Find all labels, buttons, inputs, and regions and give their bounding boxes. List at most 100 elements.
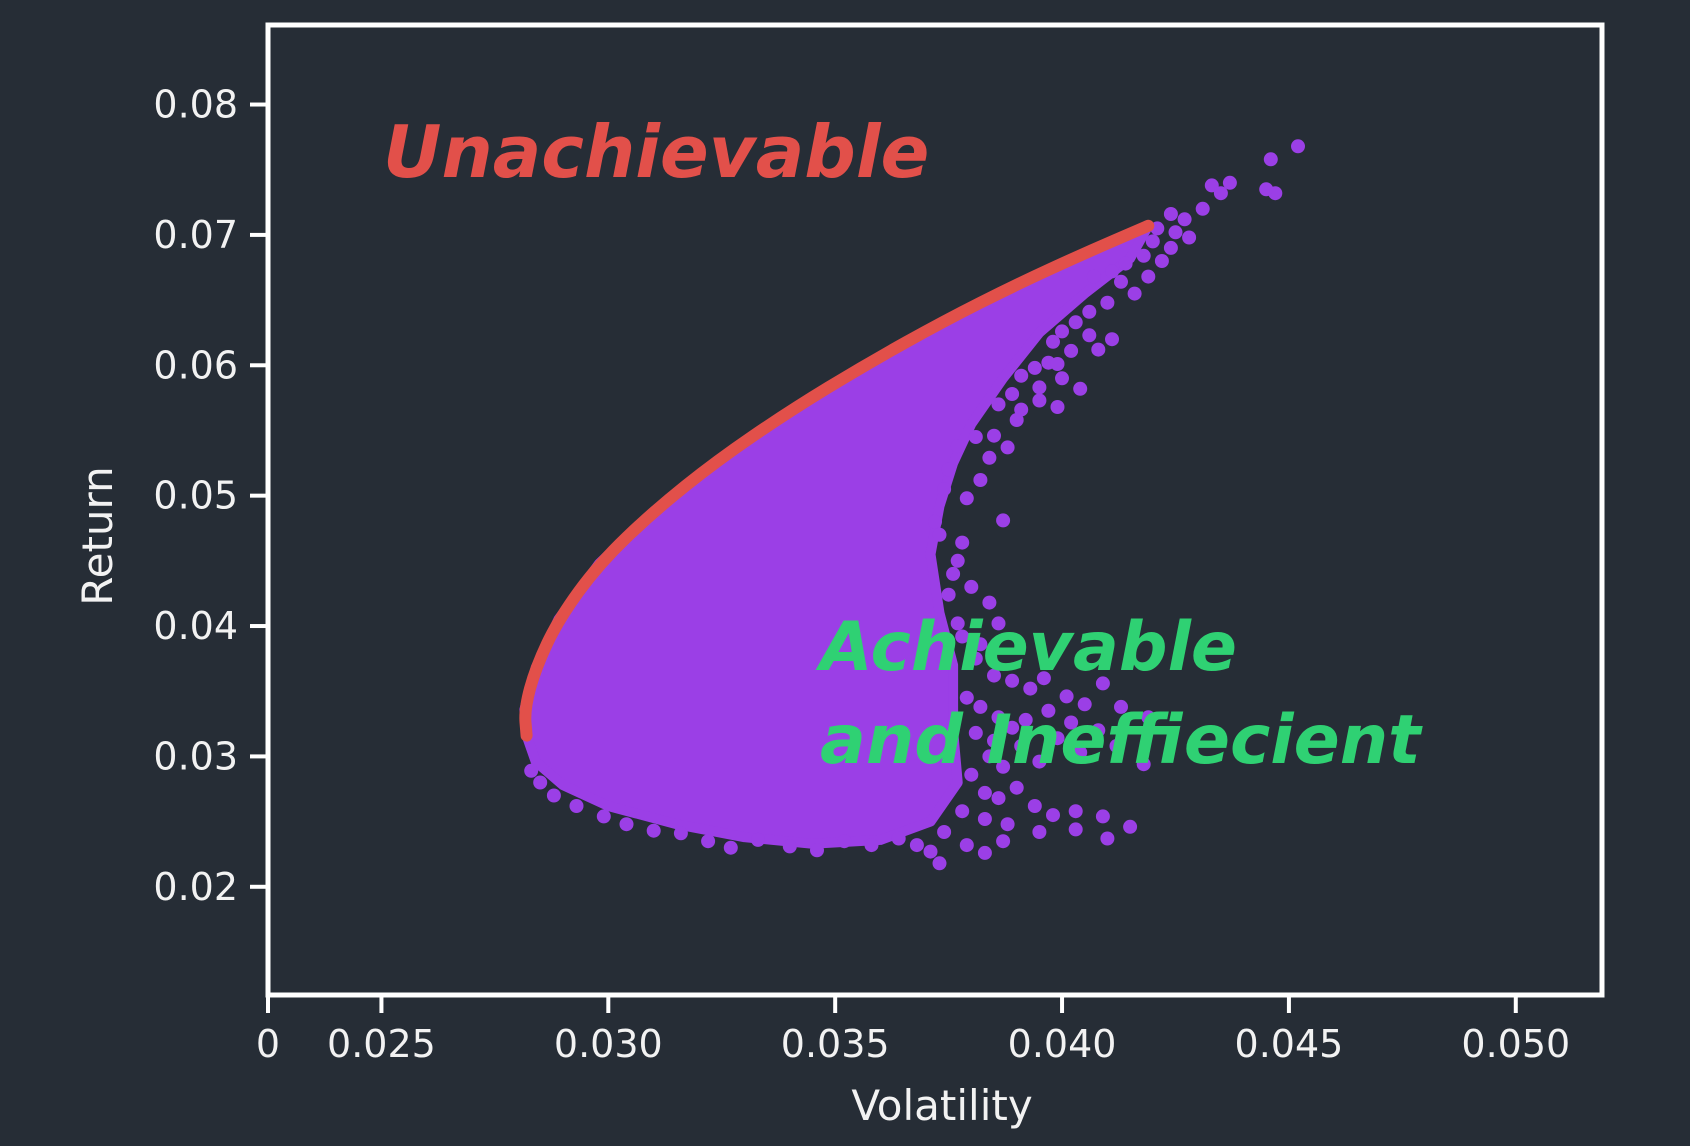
scatter-point bbox=[1055, 324, 1069, 339]
scatter-point bbox=[1050, 400, 1065, 414]
scatter-point bbox=[701, 834, 716, 849]
scatter-point bbox=[1082, 328, 1097, 343]
scatter-point bbox=[619, 817, 634, 832]
scatter-point bbox=[1095, 676, 1110, 691]
scatter-point bbox=[1127, 286, 1142, 301]
scatter-point bbox=[1114, 699, 1128, 714]
scatter-point bbox=[569, 799, 584, 813]
scatter-point bbox=[1027, 360, 1042, 375]
scatter-point bbox=[782, 839, 797, 854]
scatter-point bbox=[996, 759, 1011, 774]
scatter-point bbox=[1046, 808, 1060, 823]
scatter-point bbox=[950, 616, 965, 631]
scatter-point bbox=[1064, 343, 1079, 358]
scatter-point bbox=[1182, 230, 1197, 245]
scatter-point bbox=[909, 838, 924, 853]
scatter-point bbox=[959, 690, 974, 705]
scatter-point bbox=[1064, 715, 1079, 730]
scatter-point bbox=[533, 775, 548, 790]
scatter-point bbox=[1154, 254, 1169, 268]
scatter-point bbox=[955, 535, 970, 550]
x-tick-label: 0.050 bbox=[1461, 1022, 1570, 1066]
scatter-point bbox=[968, 725, 983, 740]
scatter-point bbox=[1073, 745, 1088, 760]
scatter-point bbox=[991, 397, 1006, 412]
scatter-point bbox=[1222, 175, 1237, 190]
scatter-point bbox=[646, 823, 661, 838]
scatter-point bbox=[977, 785, 992, 800]
scatter-point bbox=[1091, 342, 1106, 357]
scatter-point bbox=[973, 637, 988, 652]
scatter-point bbox=[1095, 809, 1110, 824]
scatter-point bbox=[932, 527, 947, 542]
scatter-point bbox=[1163, 207, 1178, 221]
scatter-point bbox=[1050, 731, 1065, 746]
scatter-point bbox=[991, 616, 1006, 631]
efficient-frontier-line bbox=[519, 219, 1155, 742]
y-axis: 0.02 0.03 0.04 0.05 0.06 0.07 0.08 bbox=[153, 83, 266, 909]
scatter-point bbox=[673, 826, 688, 841]
scatter-point bbox=[1032, 754, 1047, 769]
scatter-point bbox=[955, 804, 970, 819]
scatter-point bbox=[1105, 332, 1119, 347]
scatter-point bbox=[1109, 739, 1124, 753]
scatter-point bbox=[1145, 234, 1160, 249]
scatter-point bbox=[1100, 831, 1115, 846]
scatter-point bbox=[1141, 269, 1156, 284]
scatter-point bbox=[891, 831, 906, 846]
x-tick-label: 0 bbox=[256, 1022, 280, 1066]
scatter-point bbox=[937, 825, 952, 839]
scatter-point bbox=[810, 843, 824, 858]
scatter-point bbox=[1259, 182, 1274, 197]
scatter-point bbox=[991, 710, 1006, 725]
scatter-point bbox=[937, 482, 952, 497]
scatter-point bbox=[1100, 295, 1115, 310]
scatter-point bbox=[1059, 689, 1074, 704]
scatter-point bbox=[1091, 723, 1106, 738]
scatter-point bbox=[955, 629, 970, 644]
scatter-point bbox=[1046, 334, 1060, 349]
scatter-point bbox=[1009, 413, 1024, 427]
y-tick-label: 0.07 bbox=[153, 213, 238, 257]
scatter-point bbox=[959, 491, 974, 506]
scatter-point bbox=[1068, 804, 1083, 819]
scatter-point bbox=[941, 462, 956, 477]
scatter-point bbox=[946, 566, 961, 581]
scatter-point bbox=[1136, 757, 1151, 772]
scatter-point bbox=[996, 834, 1011, 849]
scatter-point bbox=[723, 840, 738, 855]
scatter-point bbox=[1018, 712, 1033, 727]
scatter-point bbox=[1195, 201, 1210, 216]
y-tick-label: 0.02 bbox=[153, 865, 238, 909]
scatter-point bbox=[596, 809, 611, 824]
scatter-point bbox=[1005, 387, 1020, 401]
scatter-point bbox=[751, 832, 765, 847]
scatter-point bbox=[1005, 673, 1020, 688]
scatter-point bbox=[987, 428, 1001, 443]
scatter-point bbox=[987, 733, 1001, 748]
scatter-point bbox=[1141, 710, 1156, 725]
scatter-point bbox=[1041, 703, 1056, 718]
y-axis-label: Return bbox=[73, 466, 122, 605]
x-axis: 0 0.025 0.030 0.035 0.040 0.045 0.050 bbox=[256, 997, 1570, 1066]
scatter-point bbox=[1086, 269, 1101, 284]
scatter-point bbox=[982, 749, 997, 764]
annotation-achievable-line2: and Ineffiecient bbox=[820, 701, 1423, 780]
scatter-point bbox=[1005, 720, 1020, 735]
scatter-point bbox=[964, 767, 979, 782]
scatter-point bbox=[1177, 212, 1192, 227]
scatter-point bbox=[973, 699, 988, 714]
scatter-point bbox=[991, 791, 1006, 806]
scatter-point bbox=[1009, 780, 1024, 795]
scatter-point bbox=[1077, 697, 1092, 712]
scatter-point bbox=[1291, 139, 1305, 154]
scatter-point bbox=[1055, 371, 1069, 386]
scatter-point bbox=[524, 763, 539, 778]
x-axis-label: Volatility bbox=[851, 1081, 1032, 1130]
scatter-point bbox=[1118, 256, 1133, 271]
scatter-point bbox=[987, 668, 1001, 683]
y-tick-label: 0.04 bbox=[153, 604, 238, 648]
scatter-point bbox=[1000, 817, 1015, 832]
annotation-unachievable: Unachievable bbox=[383, 110, 929, 194]
